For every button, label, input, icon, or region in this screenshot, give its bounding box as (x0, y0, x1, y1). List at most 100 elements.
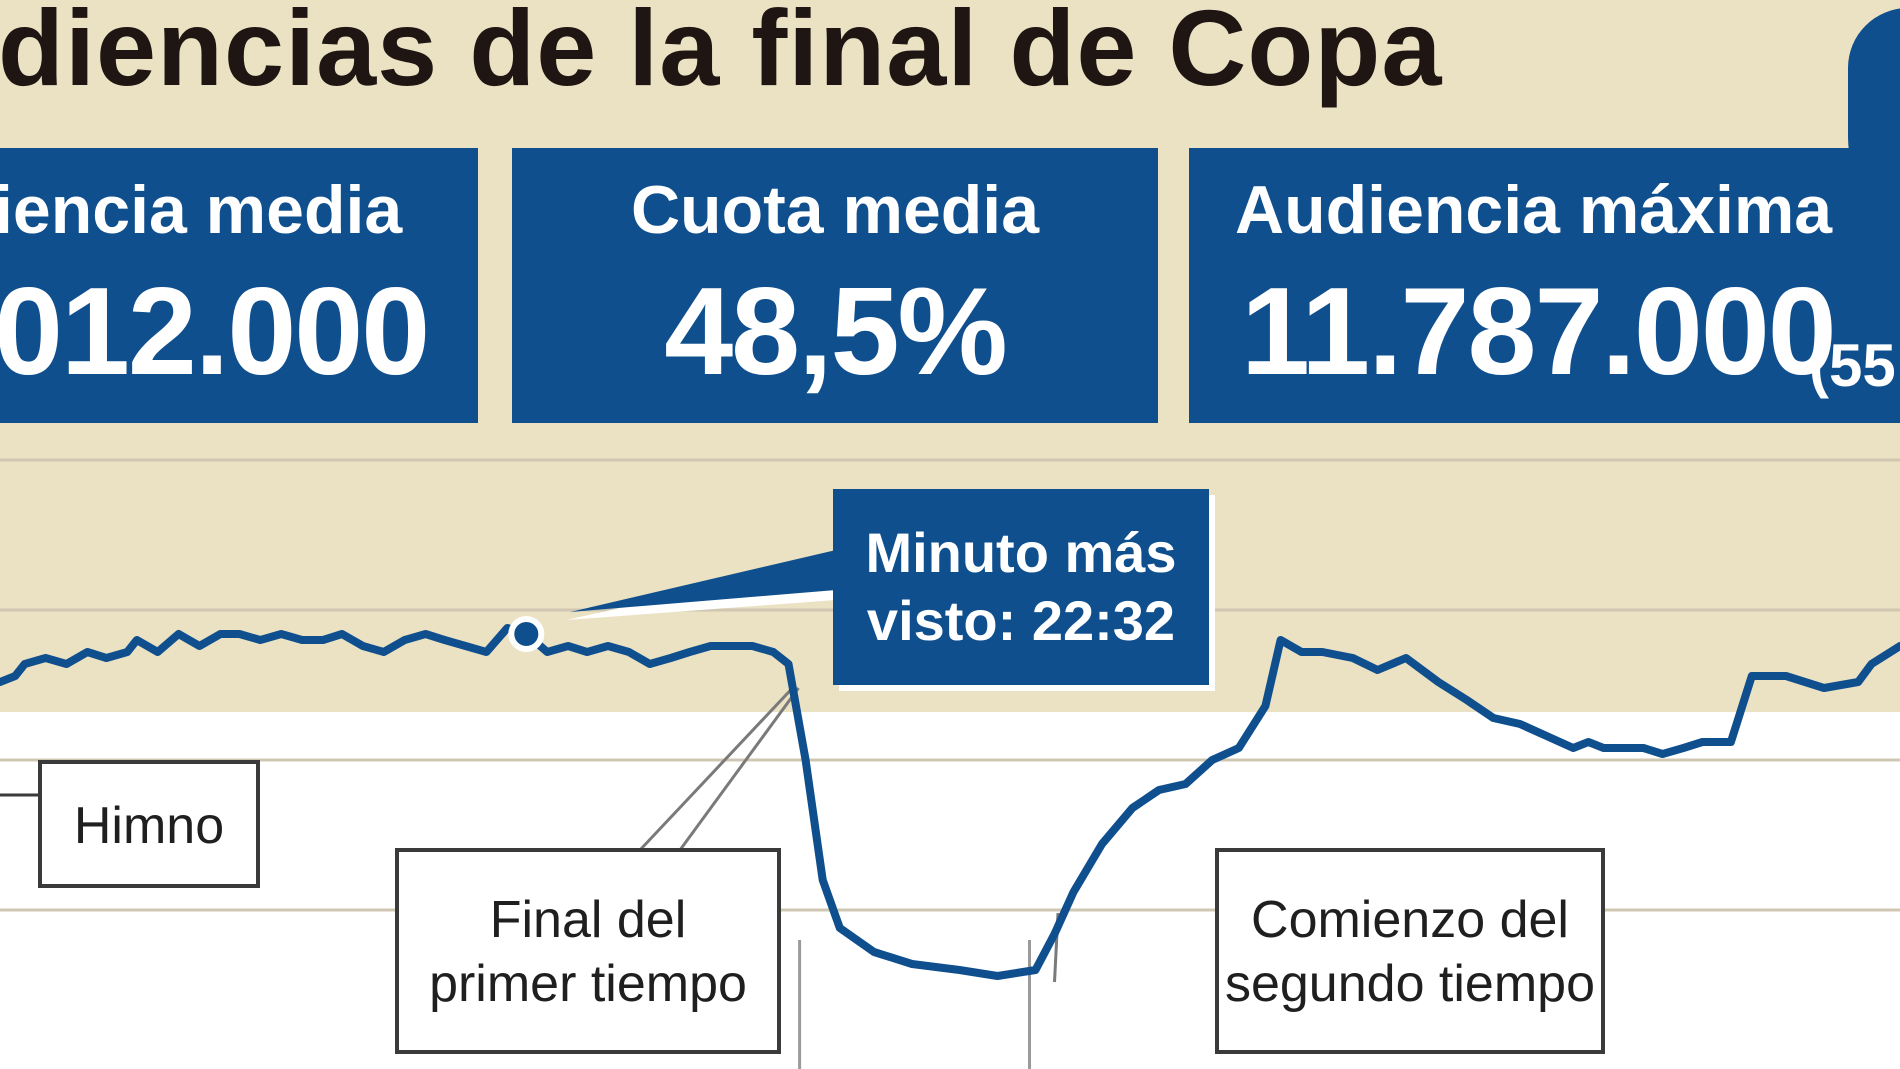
annotation-comienzo-line-2: segundo tiempo (1224, 955, 1596, 1013)
data-point (1643, 747, 1645, 749)
peak-point (508, 616, 545, 652)
stat-label: iencia media (0, 172, 403, 248)
data-point (444, 639, 446, 641)
data-point (1572, 747, 1574, 749)
data-point (997, 975, 999, 977)
data-point (873, 951, 875, 953)
data-point (45, 657, 47, 659)
data-point (751, 645, 753, 647)
data-point (1301, 651, 1303, 653)
data-point (607, 645, 609, 647)
data-point (1785, 675, 1787, 677)
data-point (301, 639, 303, 641)
data-point (1662, 753, 1664, 755)
annotation-himno: Himno (38, 760, 260, 888)
data-point (1603, 747, 1605, 749)
data-point (1377, 669, 1379, 671)
data-point (731, 645, 733, 647)
data-point (689, 651, 691, 653)
data-point (1035, 969, 1037, 971)
stat-extra: (55 (1809, 332, 1896, 399)
data-point (1546, 735, 1548, 737)
data-point (362, 645, 364, 647)
data-point (649, 663, 651, 665)
stat-box-audiencia-media: iencia media 012.000 (0, 148, 478, 423)
data-point (628, 651, 630, 653)
data-point (1264, 705, 1266, 707)
series-line (0, 624, 1900, 980)
annotation-comienzo-line-1: Comienzo del (1251, 891, 1569, 949)
peak-callout-pointer (570, 550, 836, 612)
data-point (1158, 789, 1160, 791)
data-point (1352, 657, 1354, 659)
data-point (1519, 723, 1521, 725)
peak-callout-line-2: visto: 22:32 (866, 589, 1176, 652)
data-point (259, 639, 261, 641)
data-point (1751, 675, 1753, 677)
data-point (1730, 741, 1732, 743)
data-point (1587, 741, 1589, 743)
data-point (586, 651, 588, 653)
annotation-final-line-1: Final del (489, 891, 687, 949)
data-point (710, 645, 712, 647)
data-point (1437, 681, 1439, 683)
marker-lines (798, 940, 1031, 1069)
data-point (1211, 759, 1213, 761)
annotation-final-line-2: primer tiempo (429, 955, 747, 1013)
data-point (465, 645, 467, 647)
data-point (1701, 741, 1703, 743)
data-point (1054, 933, 1056, 935)
data-point (404, 639, 406, 641)
stat-value: 48,5% (664, 263, 1008, 401)
data-point (1405, 657, 1407, 659)
data-point (105, 657, 107, 659)
data-point (383, 651, 385, 653)
data-point (1624, 747, 1626, 749)
data-point (178, 633, 180, 635)
data-point (1466, 699, 1468, 701)
final-leader-1 (638, 686, 794, 852)
data-point (485, 651, 487, 653)
data-point (1238, 747, 1240, 749)
data-point (1131, 807, 1133, 809)
data-point (280, 633, 282, 635)
stat-value: 012.000 (0, 263, 430, 401)
data-point (805, 759, 807, 761)
page-title: diencias de la final de Copa (0, 0, 1443, 108)
final-leader-2 (678, 687, 800, 851)
peak-callout-line-1: Minuto más (865, 521, 1177, 584)
stat-label: Cuota media (630, 172, 1040, 248)
white-band (0, 712, 1900, 1069)
data-point (14, 675, 16, 677)
data-point (238, 633, 240, 635)
data-point (911, 963, 913, 965)
data-point (199, 645, 201, 647)
annotation-comienzo-segundo-tiempo: Comienzo del segundo tiempo (1215, 848, 1605, 1054)
data-point (1185, 783, 1187, 785)
stat-box-audiencia-maxima: Audiencia máxima 11.787.000 (55 (1189, 148, 1900, 423)
data-point (219, 633, 221, 635)
data-point (341, 633, 343, 635)
annotation-himno-text: Himno (73, 797, 225, 855)
data-point (86, 651, 88, 653)
data-point (959, 969, 961, 971)
data-point (1073, 891, 1075, 893)
data-point (1823, 687, 1825, 689)
data-point (24, 663, 26, 665)
data-point (136, 639, 138, 641)
data-point (839, 927, 841, 929)
data-point (670, 657, 672, 659)
data-point (1492, 717, 1494, 719)
data-point (425, 633, 427, 635)
data-point (506, 627, 508, 629)
data-point (822, 879, 824, 881)
data-point (322, 639, 324, 641)
data-point (1871, 663, 1873, 665)
stat-box-cuota-media: Cuota media 48,5% (512, 148, 1158, 423)
stat-value: 11.787.000 (1241, 263, 1837, 401)
data-point (567, 645, 569, 647)
data-point (772, 651, 774, 653)
data-point (157, 651, 159, 653)
peak-callout: Minuto más visto: 22:32 (833, 489, 1209, 685)
